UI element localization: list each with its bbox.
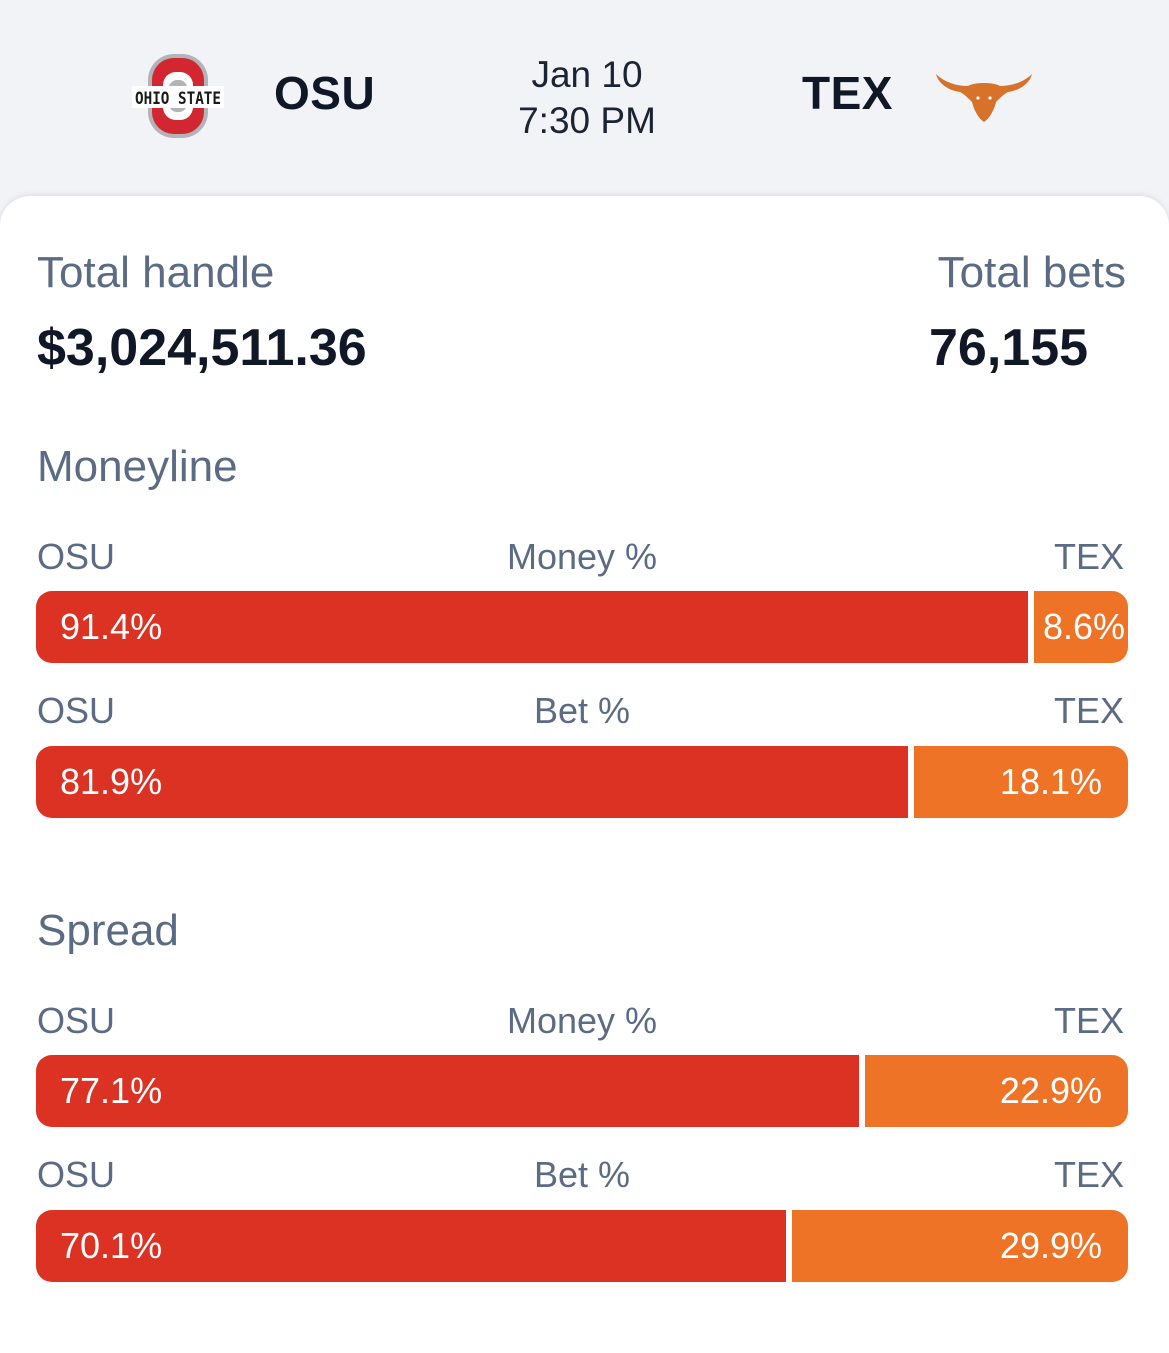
home-segment: 81.9% — [36, 746, 909, 818]
away-label: TEX — [1053, 1000, 1124, 1041]
betting-summary-card: Total handle $3,024,511.36 Total bets 76… — [0, 196, 1169, 1353]
away-segment: 18.1% — [914, 746, 1128, 818]
home-pct-label: 70.1% — [60, 1225, 163, 1266]
metric-label: Money % — [506, 536, 658, 577]
row-labels: OSU Money % TEX — [37, 536, 1127, 580]
home-segment: 91.4% — [36, 591, 1028, 663]
home-label: OSU — [37, 536, 116, 577]
split-bar: 77.1% 22.9% — [36, 1055, 1128, 1127]
osu-logo-wordmark: OHIO STATE — [135, 89, 221, 109]
metric-label: Bet % — [533, 1154, 631, 1195]
game-date: Jan 10 — [531, 54, 643, 95]
away-pct-label: 8.6% — [1042, 606, 1125, 647]
section-title-spread: Spread — [37, 906, 179, 955]
away-label: TEX — [1053, 1154, 1124, 1195]
away-label: TEX — [1053, 690, 1124, 731]
away-segment: 22.9% — [864, 1055, 1128, 1127]
total-handle-value: $3,024,511.36 — [37, 319, 367, 377]
split-bar: 91.4% 8.6% — [36, 591, 1128, 663]
home-label: OSU — [37, 1154, 116, 1195]
away-segment: 8.6% — [1033, 591, 1128, 663]
split-bar: 81.9% 18.1% — [36, 746, 1128, 818]
game-time: 7:30 PM — [518, 100, 656, 141]
total-bets-value: 76,155 — [929, 319, 1089, 377]
metric-label: Bet % — [533, 690, 631, 731]
away-pct-label: 22.9% — [999, 1070, 1102, 1111]
longhorn-logo-icon — [936, 74, 1032, 122]
game-datetime: Jan 10 7:30 PM — [480, 52, 694, 144]
home-pct-label: 81.9% — [60, 761, 163, 802]
row-labels: OSU Money % TEX — [37, 1000, 1127, 1044]
home-label: OSU — [37, 1000, 116, 1041]
away-pct-label: 18.1% — [999, 761, 1102, 802]
home-pct-label: 91.4% — [60, 606, 163, 647]
away-label: TEX — [1053, 536, 1124, 577]
game-header: OHIO STATE OSU Jan 10 7:30 PM TEX — [0, 0, 1169, 196]
home-segment: 77.1% — [36, 1055, 859, 1127]
home-pct-label: 77.1% — [60, 1070, 163, 1111]
ohio-state-logo-icon: OHIO STATE — [132, 54, 224, 138]
away-pct-label: 29.9% — [999, 1225, 1102, 1266]
split-bar: 70.1% 29.9% — [36, 1210, 1128, 1282]
metric-label: Money % — [506, 1000, 658, 1041]
total-handle-label: Total handle — [37, 248, 275, 297]
row-labels: OSU Bet % TEX — [37, 690, 1127, 734]
home-team-name: OSU — [274, 67, 376, 119]
row-labels: OSU Bet % TEX — [37, 1154, 1127, 1198]
home-label: OSU — [37, 690, 116, 731]
away-segment: 29.9% — [792, 1210, 1128, 1282]
total-bets-label: Total bets — [937, 248, 1126, 297]
away-team-name: TEX — [802, 67, 893, 119]
section-title-moneyline: Moneyline — [37, 442, 238, 491]
home-segment: 70.1% — [36, 1210, 787, 1282]
